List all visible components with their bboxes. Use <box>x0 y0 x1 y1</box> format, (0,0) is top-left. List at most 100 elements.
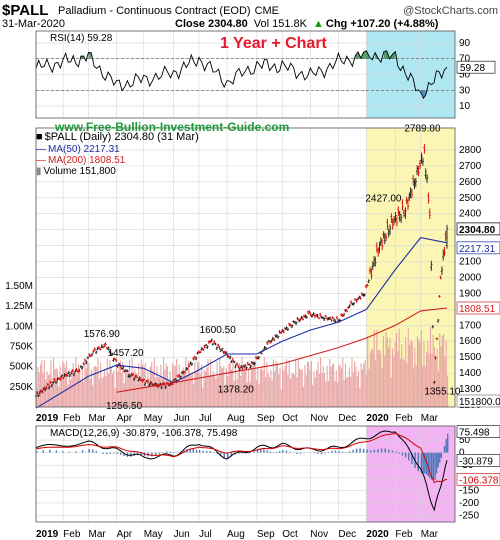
volume-bar <box>378 349 381 407</box>
legend-ma200-text: MA(200) 1808.51 <box>48 155 126 166</box>
volume-bar <box>56 369 59 407</box>
macd-histogram-bar <box>447 433 449 453</box>
volume-bar <box>403 359 405 407</box>
volume-bar <box>270 369 272 407</box>
macd-histogram-bar <box>445 439 447 453</box>
volume-bar <box>262 370 264 407</box>
volume-bar <box>92 385 94 407</box>
volume-bar <box>432 334 434 407</box>
volume-bar <box>121 372 123 407</box>
indicator-lines <box>35 50 449 512</box>
volume-bar <box>186 375 188 407</box>
macd-histogram-bar <box>269 451 271 453</box>
legend-ma200: — MA(200) 1808.51 <box>36 155 126 166</box>
macd-label: MACD(12,26,9) -30.879, -106.378, 75.498 <box>50 428 238 439</box>
macd-histogram-bar <box>151 452 153 457</box>
axis-labels: 2019 2019 Feb Feb Mar Mar Apr Apr May May Jun Jun Ju… <box>5 38 500 540</box>
volume-bar <box>125 373 127 407</box>
macd-histogram-bar <box>81 450 84 453</box>
volume-bar <box>41 359 43 407</box>
volume-bar <box>439 333 441 407</box>
volume-bar <box>272 359 275 407</box>
macd-histogram-bar <box>420 452 423 474</box>
macd-histogram-bar <box>106 452 108 455</box>
volume-bar <box>333 363 335 407</box>
volume-bar <box>64 367 66 407</box>
price-bars <box>34 143 449 398</box>
volume-bar <box>348 367 350 407</box>
volume-bar <box>253 364 255 407</box>
macd-histogram-bar <box>282 450 284 453</box>
macd-histogram-bar <box>260 449 262 453</box>
volume-bar <box>240 375 242 407</box>
macd-right-label: -106.378 <box>459 475 499 486</box>
macd-histogram-bar <box>443 446 446 453</box>
price-annotation: 1457.20 <box>107 348 144 359</box>
price-right-box <box>456 241 500 255</box>
volume-bar <box>259 369 261 407</box>
legend-volume: ▮ Volume 151,800 <box>36 166 116 177</box>
volume-bar <box>58 386 60 407</box>
volume-bar <box>67 384 69 407</box>
volume-bar <box>360 363 362 407</box>
macd-histogram-bar <box>192 449 195 453</box>
volume-bar <box>134 369 136 407</box>
macd-histogram-bar <box>345 451 347 453</box>
macd-histogram-bar <box>256 449 259 453</box>
legend-volume-swatch: ▮ <box>36 166 42 177</box>
volume-bar <box>50 360 52 407</box>
volume-bar <box>123 383 125 407</box>
volume-bar <box>147 371 149 407</box>
volume-bar <box>356 375 358 407</box>
volume-bar <box>350 376 352 407</box>
x-tick-label-bottom: Jun <box>174 529 190 540</box>
volume-bar <box>71 369 73 407</box>
volume-tick-label: 1.50M <box>5 281 33 292</box>
volume-bar <box>63 363 65 407</box>
macd-histogram-bar <box>223 452 225 458</box>
volume-bar <box>131 358 133 407</box>
macd-histogram-bar <box>338 451 340 453</box>
volume-bar <box>170 383 172 407</box>
macd-histogram-bar <box>289 451 291 453</box>
macd-histogram-bar <box>88 449 90 453</box>
volume-bar <box>47 375 49 407</box>
x-tick-label: Aug <box>227 413 245 424</box>
volume-bar <box>343 379 345 407</box>
volume-bar <box>279 367 281 407</box>
volume-bar <box>202 387 204 407</box>
legend-ma200-swatch: — <box>36 155 46 166</box>
volume-bar <box>219 358 221 407</box>
volume-bar <box>227 376 229 407</box>
macd-histogram-bar <box>75 451 77 453</box>
volume-bar <box>331 364 333 407</box>
volume-bar <box>427 340 429 407</box>
volume-bar <box>300 369 302 407</box>
macd-right-box <box>456 454 500 467</box>
volume-bar <box>36 392 38 407</box>
volume-bar <box>437 371 439 407</box>
volume-bar <box>255 379 257 407</box>
macd-histogram-bar <box>384 448 386 453</box>
volume-bar <box>135 372 137 407</box>
rsi-tick-label: 50 <box>459 70 471 81</box>
vol-text: Vol 151.8K <box>254 18 308 30</box>
macd-histogram-bar <box>158 452 161 454</box>
chart-symbol: $PALL <box>2 2 48 19</box>
volume-bar <box>155 377 157 407</box>
x-tick-label-bottom: Feb <box>395 529 413 540</box>
macd-histogram-bar <box>341 451 344 453</box>
volume-bar <box>347 376 349 407</box>
volume-bar <box>385 331 387 407</box>
volume-bar <box>169 371 171 407</box>
volume-bar <box>162 357 165 407</box>
legend-ma50-text: MA(50) 2217.31 <box>48 144 120 155</box>
x-tick-label-bottom: Dec <box>338 529 356 540</box>
macd-histogram-bar <box>435 452 438 474</box>
volume-bar <box>206 367 208 407</box>
volume-bar <box>157 376 159 407</box>
macd-histogram-bar <box>320 452 323 455</box>
price-tick-label: 1900 <box>459 288 482 299</box>
volume-bar <box>313 371 315 407</box>
volume-bar <box>214 375 216 407</box>
